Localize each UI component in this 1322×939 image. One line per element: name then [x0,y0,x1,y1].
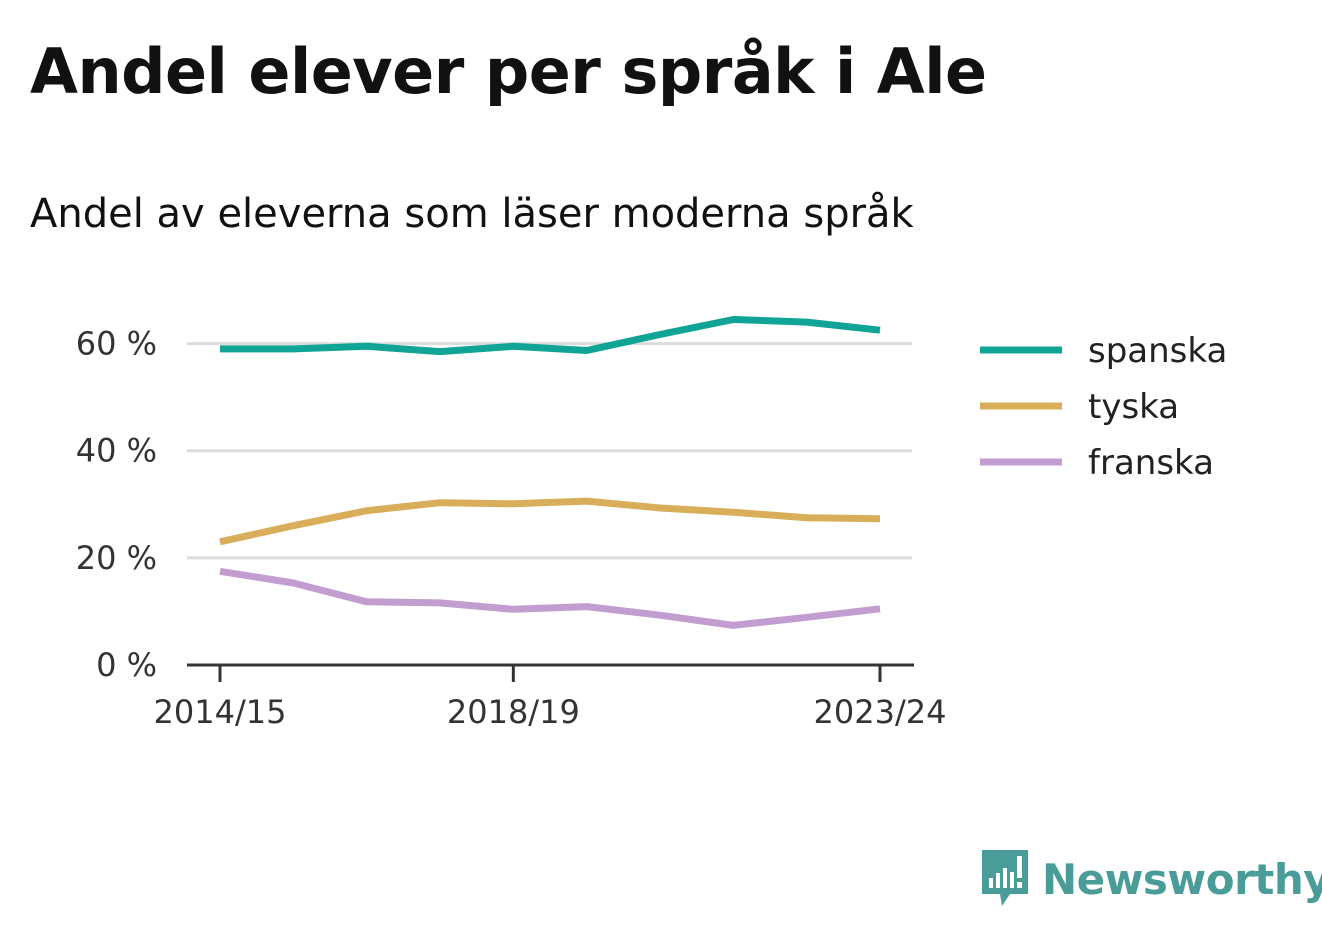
x-tick-label: 2018/19 [447,693,580,731]
series-lines [219,316,881,629]
chart-subtitle: Andel av eleverna som läser moderna språ… [30,191,914,237]
x-axis: 2014/15 2018/19 2023/24 [154,663,947,731]
legend-label-tyska: tyska [1088,387,1179,427]
y-tick-label: 60 % [76,325,157,363]
newsworthy-logo-icon [982,850,1028,906]
brand-name: Newsworthy [1042,854,1322,904]
series-line-franska [219,567,881,629]
y-tick-label: 0 % [96,646,157,684]
y-tick-label: 20 % [76,539,157,577]
y-axis-ticks: 0 % 20 % 40 % 60 % [76,325,157,684]
legend-label-franska: franska [1088,443,1214,483]
grid-lines [187,342,912,560]
x-tick-label: 2014/15 [154,693,287,731]
line-chart: 0 % 20 % 40 % 60 % 2014/15 2018/19 2023/24 sp… [76,316,1227,731]
chart-title: Andel elever per språk i Ale [30,35,987,108]
legend-label-spanska: spanska [1088,331,1227,371]
y-tick-label: 40 % [76,432,157,470]
brand-logo: Newsworthy [980,848,1322,910]
series-line-spanska [220,316,881,356]
series-line-tyska [219,497,881,546]
legend: spanska tyska franska [980,331,1227,483]
x-tick-label: 2023/24 [814,693,947,731]
